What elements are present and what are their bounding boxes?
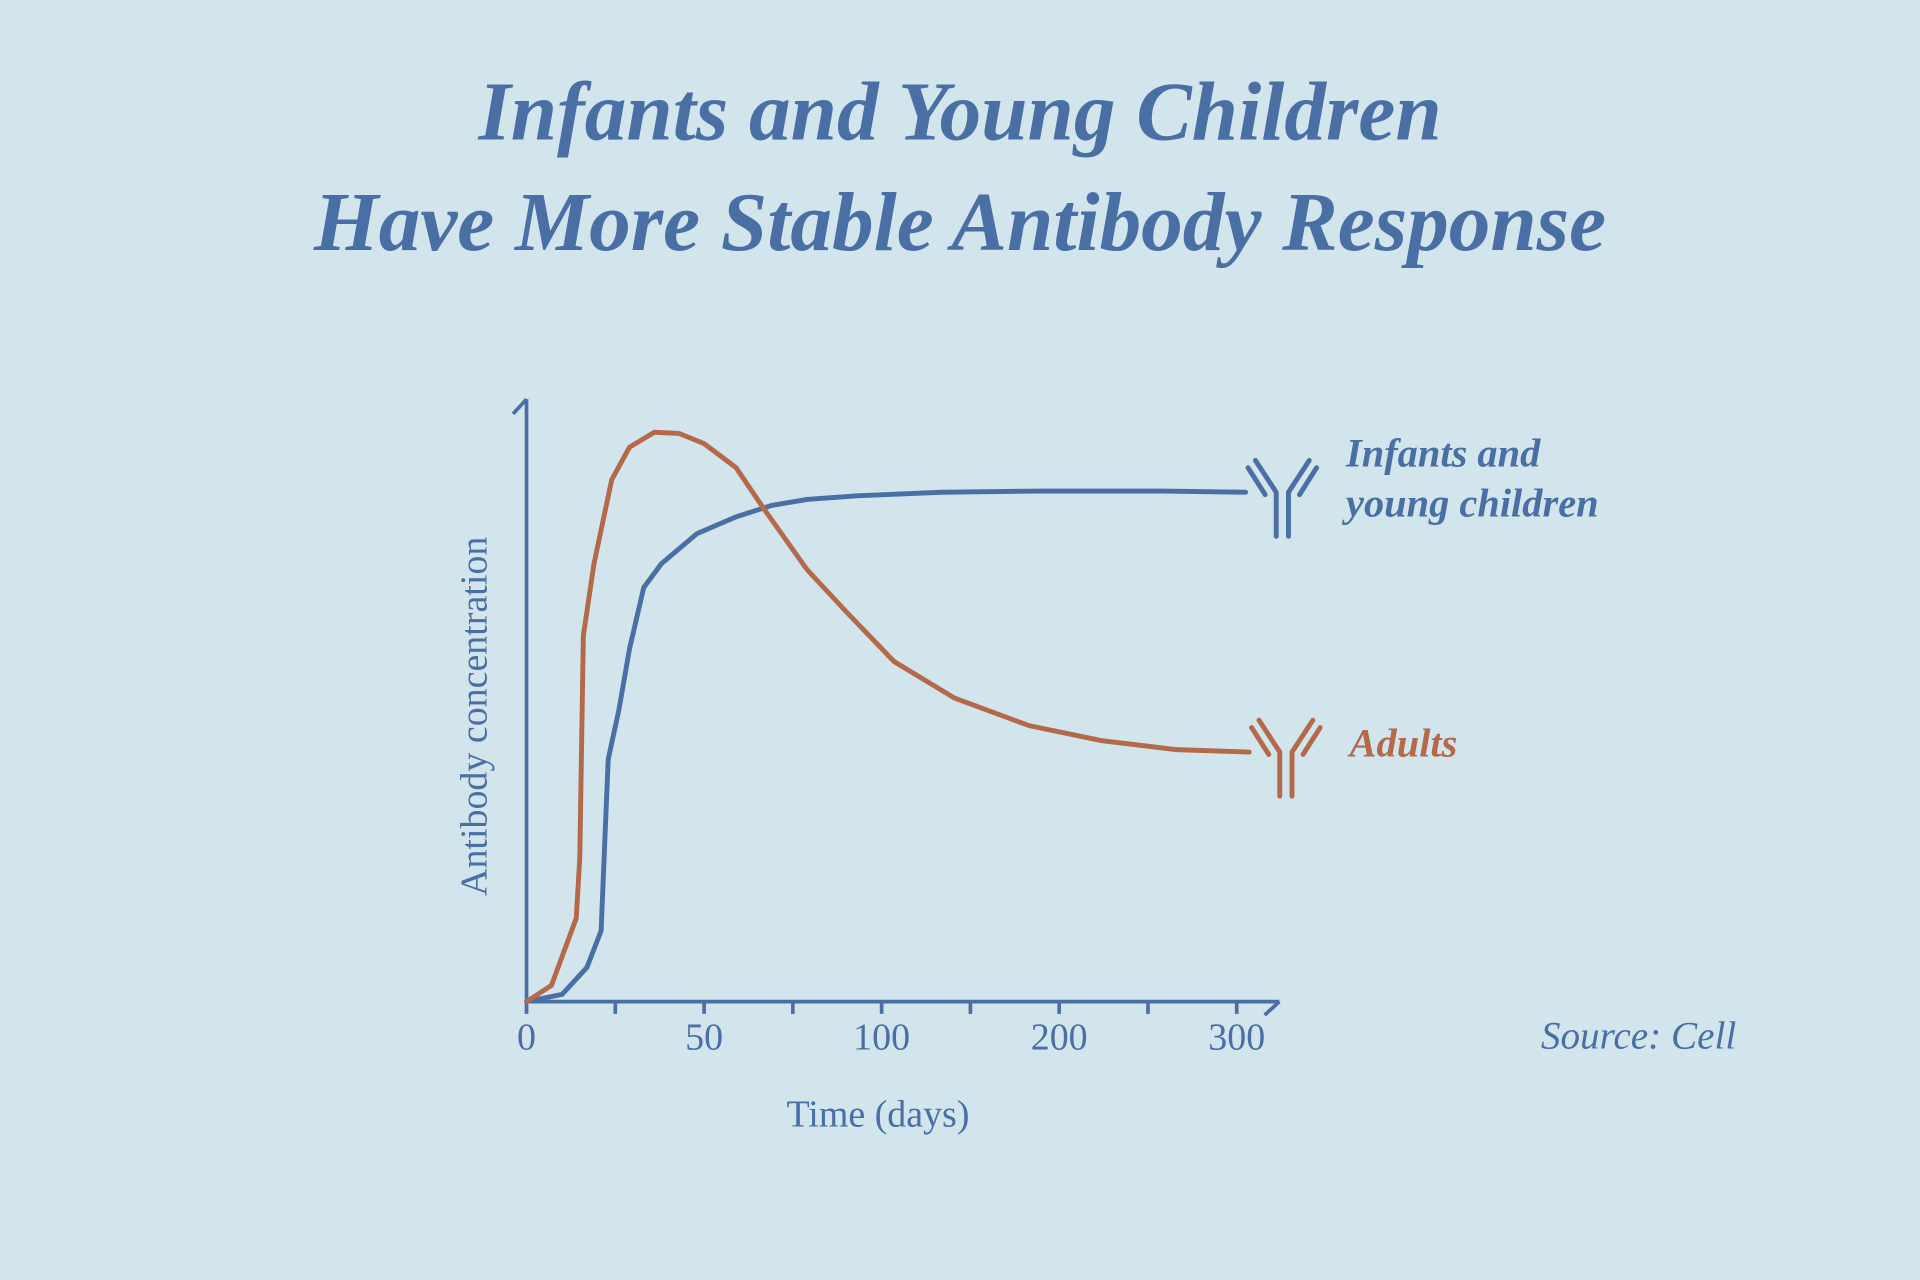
x-axis-label: Time (days) <box>786 1094 969 1136</box>
series-line <box>524 429 1252 1005</box>
x-axis-arrow <box>1263 1000 1281 1017</box>
x-tick-label: 50 <box>685 1017 723 1059</box>
legend-icon <box>1245 457 1320 539</box>
legend-icon <box>1249 717 1323 799</box>
x-tick-label: 300 <box>1208 1017 1265 1059</box>
source: Source: Cell <box>1541 1015 1737 1058</box>
y-axis-arrow <box>511 397 528 416</box>
legend-label: Infants and young children <box>1346 432 1599 527</box>
legend-label: Adults <box>1349 722 1458 767</box>
chart-title: Infants and Young Children Have More Sta… <box>313 64 1607 269</box>
y-axis-label: Antibody concentration <box>453 537 495 896</box>
x-tick-label: 0 <box>517 1017 536 1059</box>
series-line <box>524 488 1249 1005</box>
x-tick-label: 200 <box>1031 1017 1088 1059</box>
x-tick-label: 100 <box>853 1017 910 1059</box>
